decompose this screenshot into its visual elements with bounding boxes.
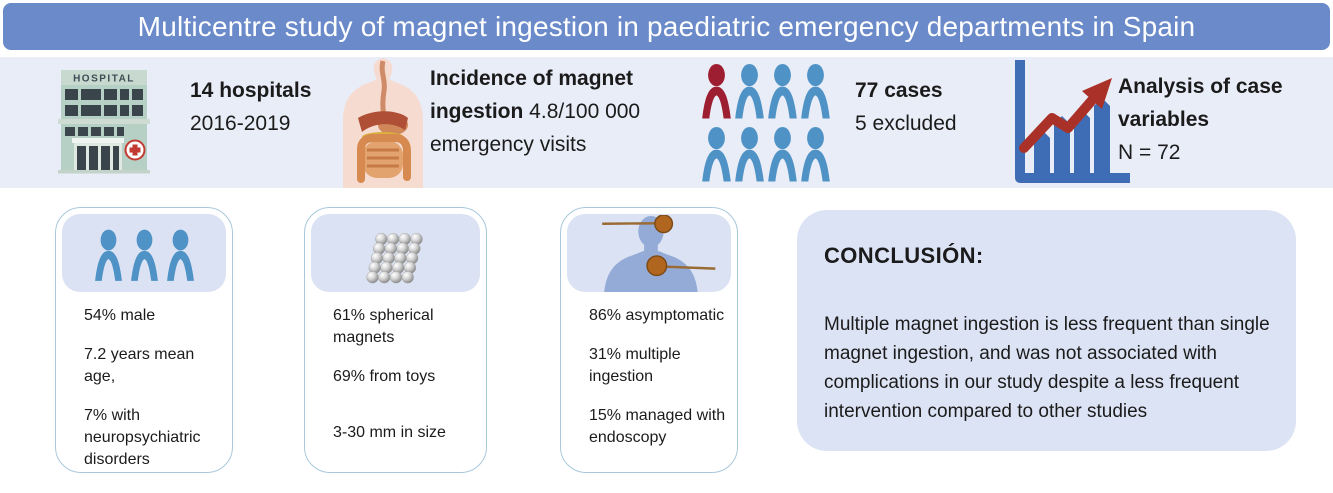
cases-stat: 77 cases 5 excluded <box>855 74 957 140</box>
card-clinical-course: 86% asymptomatic 31% multiple ingestion … <box>560 207 738 473</box>
three-persons-icon <box>94 228 195 282</box>
hospital-sign-text: HOSPITAL <box>73 74 135 85</box>
stat-line: 31% multiple ingestion <box>589 346 681 385</box>
person-icon <box>801 126 830 182</box>
magnet-dot <box>654 215 674 234</box>
cases-count: 77 cases <box>855 79 943 102</box>
card-clinical-header <box>567 214 731 292</box>
card-demographics: 54% male 7.2 years mean age, 7% with neu… <box>55 207 233 473</box>
person-icon <box>768 126 797 182</box>
incidence-value: 4.8/100 000 emergency visits <box>430 100 641 156</box>
magnet-dot <box>646 255 668 277</box>
person-icon <box>130 229 158 281</box>
hospitals-stat: 14 hospitals 2016-2019 <box>190 74 311 140</box>
hospital-icon: HOSPITAL <box>58 70 150 174</box>
card-demographics-header <box>62 214 226 292</box>
person-icon <box>801 63 830 119</box>
stat-line: 15% managed with endoscopy <box>589 407 726 446</box>
stat-line: 54% male <box>84 307 156 324</box>
analysis-stat: Analysis of case variables N = 72 <box>1118 70 1318 169</box>
stat-line: 7.2 years mean age, <box>84 346 195 385</box>
digestive-system-icon <box>343 58 423 188</box>
conclusion-heading: CONCLUSIÓN: <box>824 243 984 268</box>
hospitals-years: 2016-2019 <box>190 112 291 135</box>
incidence-stat: Incidence of magnet ingestion 4.8/100 00… <box>430 62 704 161</box>
card-clinical-body: 86% asymptomatic 31% multiple ingestion … <box>589 305 728 466</box>
person-icon <box>735 126 764 182</box>
incidence-label: Incidence of magnet ingestion <box>430 67 634 123</box>
stat-line: 69% from toys <box>333 368 436 385</box>
page-title: Multicentre study of magnet ingestion in… <box>3 3 1330 50</box>
card-magnet-characteristics: 61% spherical magnets 69% from toys 3-30… <box>304 207 487 473</box>
conclusion-box: CONCLUSIÓN: Multiple magnet ingestion is… <box>797 210 1296 451</box>
analysis-n: N = 72 <box>1118 141 1181 164</box>
spherical-magnets-icon <box>365 232 423 284</box>
hospitals-count: 14 hospitals <box>190 79 312 102</box>
card-magnets-header <box>311 214 480 292</box>
stat-line: 7% with neuropsychiatric disorders <box>84 407 201 468</box>
chart-growth-icon <box>1015 60 1130 183</box>
person-icon <box>735 63 764 119</box>
body-with-magnets-icon <box>602 215 716 292</box>
person-icon-excluded <box>702 63 731 119</box>
person-icon <box>166 229 194 281</box>
stat-line: 86% asymptomatic <box>589 307 725 324</box>
person-icon <box>768 63 797 119</box>
stat-line: 3-30 mm in size <box>333 424 446 441</box>
conclusion-text: Multiple magnet ingestion is less freque… <box>824 314 1270 422</box>
analysis-label: Analysis of case variables <box>1118 75 1283 131</box>
stat-line: 61% spherical magnets <box>333 307 434 346</box>
cases-excluded: 5 excluded <box>855 112 957 135</box>
person-icon <box>702 126 731 182</box>
person-icon <box>94 229 122 281</box>
card-magnets-body: 61% spherical magnets 69% from toys 3-30… <box>333 305 477 461</box>
cases-pictogram <box>701 63 833 182</box>
card-demographics-body: 54% male 7.2 years mean age, 7% with neu… <box>84 305 223 488</box>
